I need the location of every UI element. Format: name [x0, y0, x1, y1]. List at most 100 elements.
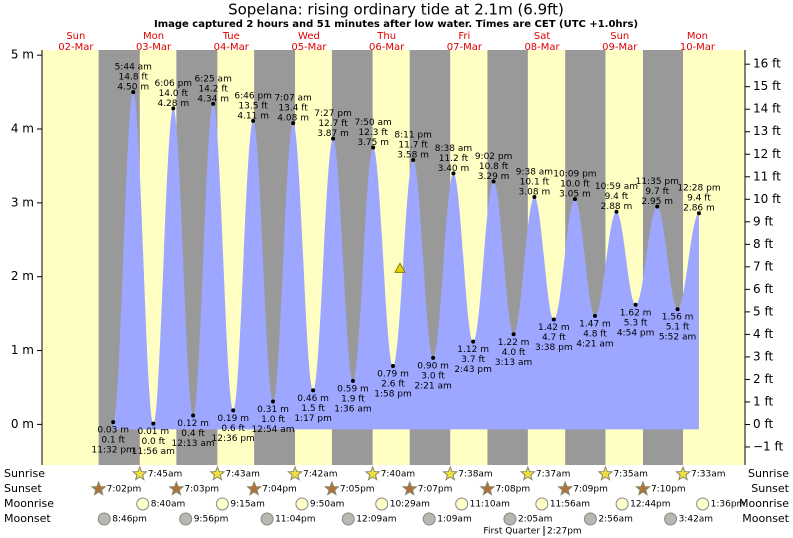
y-tick-label: 3 m: [11, 195, 34, 209]
extreme-label: 4:21 am: [576, 339, 613, 349]
extreme-label: 10.1 ft: [520, 177, 550, 187]
row-time: 7:33am: [691, 470, 726, 480]
sun-icon: [401, 480, 418, 496]
sun-icon: [323, 480, 340, 496]
extreme-label: 6:25 am: [194, 74, 231, 84]
row-time: 7:43am: [225, 470, 259, 480]
extreme-label: 14.8 ft: [119, 73, 149, 83]
row-time: 8:40am: [151, 500, 186, 510]
tide-area: [113, 92, 699, 430]
extreme-label: 14.2 ft: [198, 84, 228, 94]
extreme-point: [491, 179, 496, 184]
y2-tick-label: 13 ft: [753, 124, 781, 138]
row-time: 7:05pm: [340, 485, 375, 495]
sun-icon: [168, 480, 185, 496]
sun-icon: [131, 465, 148, 481]
extreme-label: 1:58 pm: [374, 390, 412, 400]
extreme-label: 3:13 am: [495, 358, 532, 368]
day-date: 09-Mar: [602, 42, 638, 53]
day-name: Sun: [66, 31, 85, 42]
moonset-icon: [664, 512, 678, 526]
row-time: 9:15am: [230, 500, 264, 510]
extreme-point: [551, 317, 556, 322]
sun-icon: [364, 465, 381, 481]
extreme-point: [171, 106, 176, 111]
extreme-label: 12:13 am: [172, 439, 215, 449]
extreme-label: 1.22 m: [498, 338, 530, 348]
row-time: 8:46pm: [112, 515, 147, 525]
extreme-point: [271, 399, 276, 404]
extreme-point: [151, 421, 156, 426]
extreme-label: 2.6 ft: [381, 380, 405, 390]
extreme-label: 0.90 m: [417, 361, 449, 371]
chart-subtitle: Image captured 2 hours and 51 minutes af…: [154, 19, 638, 30]
row-time: 11:56am: [550, 500, 590, 510]
extreme-label: 11.7 ft: [398, 141, 428, 151]
extreme-label: 9.4 ft: [605, 192, 629, 202]
extreme-label: 11.2 ft: [439, 154, 469, 164]
extreme-label: 4.11 m: [237, 111, 269, 121]
current-level-marker: [394, 262, 406, 273]
y2-tick-label: 8 ft: [753, 237, 773, 251]
extreme-label: 3.0 ft: [421, 371, 445, 381]
row-time: 1:36pm: [711, 500, 746, 510]
extreme-label: 3:38 pm: [535, 343, 573, 353]
extreme-label: 7:27 pm: [314, 109, 352, 119]
chart-title: Sopelana: rising ordinary tide at 2.1m (…: [228, 1, 564, 19]
extreme-label: 3.58 m: [397, 151, 429, 161]
moonrise-icon: [215, 497, 229, 511]
extreme-label: 3.87 m: [317, 129, 349, 139]
extreme-label: 1:36 am: [334, 404, 371, 414]
extreme-point: [411, 158, 416, 163]
extreme-label: 12:54 am: [251, 425, 294, 435]
row-time: 9:56pm: [194, 515, 229, 525]
extreme-label: 9:02 pm: [475, 152, 513, 162]
extreme-point: [532, 194, 537, 199]
sun-icon: [634, 480, 651, 496]
extreme-label: 2.88 m: [601, 202, 633, 212]
moonset-icon: [260, 512, 274, 526]
row-time: 7:02pm: [107, 485, 142, 495]
extreme-label: 12.3 ft: [358, 128, 388, 138]
moonrise-icon: [375, 497, 389, 511]
moonset-icon: [583, 512, 597, 526]
extreme-label: 1:17 pm: [294, 414, 332, 424]
day-name: Mon: [687, 31, 708, 42]
extreme-label: 0.4 ft: [181, 429, 205, 439]
y2-tick-label: 6 ft: [753, 282, 773, 296]
extreme-point: [655, 204, 660, 209]
extreme-label: 11:35 pm: [636, 177, 679, 187]
extreme-label: 0.1 ft: [101, 436, 125, 446]
extreme-point: [696, 211, 701, 216]
moonrise-icon: [295, 497, 309, 511]
day-name: Thu: [376, 31, 396, 42]
row-time: 7:45am: [148, 470, 183, 480]
extreme-label: 0.12 m: [177, 419, 209, 429]
y2-tick-label: 10 ft: [753, 192, 781, 206]
sun-icon: [479, 480, 496, 496]
extreme-label: 1.0 ft: [261, 415, 285, 425]
extreme-label: 13.4 ft: [278, 104, 308, 114]
extreme-label: 12.7 ft: [318, 119, 348, 129]
day-name: Sat: [534, 31, 550, 42]
day-name: Tue: [222, 31, 240, 42]
row-time: 7:38am: [458, 470, 493, 480]
extreme-point: [311, 388, 316, 393]
sun-icon: [597, 465, 614, 481]
y2-tick-label: 15 ft: [753, 79, 781, 93]
y2-tick-label: −1 ft: [753, 439, 784, 453]
extreme-label: 12:36 pm: [212, 434, 255, 444]
sun-icon: [209, 465, 226, 481]
sun-icon: [675, 465, 692, 481]
day-date: 04-Mar: [214, 42, 250, 53]
moonset-icon: [422, 512, 436, 526]
extreme-label: 10:59 am: [595, 182, 638, 192]
extreme-label: 1.42 m: [538, 323, 570, 333]
row-label: Moonset: [4, 512, 51, 525]
extreme-label: 7:50 am: [354, 118, 391, 128]
y2-tick-label: 9 ft: [753, 214, 773, 228]
extreme-point: [614, 209, 619, 214]
extreme-label: 0.79 m: [377, 370, 409, 380]
moonset-icon: [341, 512, 355, 526]
